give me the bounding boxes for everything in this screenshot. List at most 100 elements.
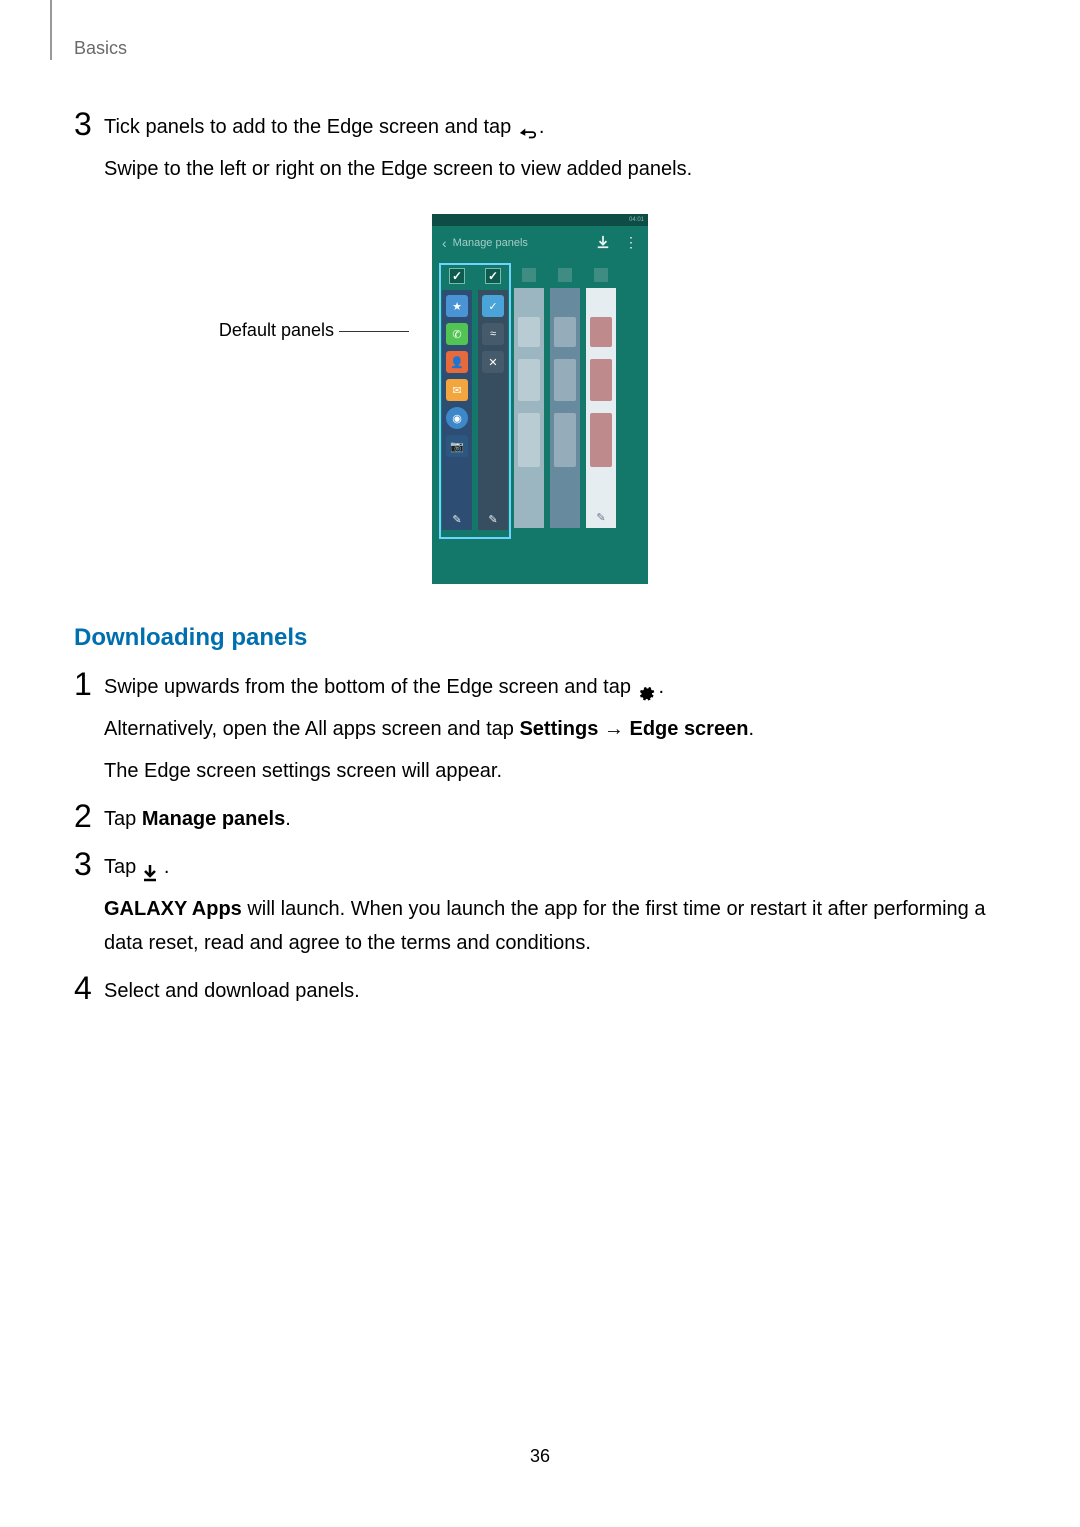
text-fragment: Tap [104, 808, 142, 830]
callout-label: Default panels [204, 320, 334, 341]
step-text: Tap . GALAXY Apps will launch. When you l… [104, 850, 1006, 960]
panel-column [550, 268, 580, 576]
step-row: 2Tap Manage panels. [74, 802, 1006, 836]
panel-content-block [518, 317, 540, 347]
download-icon [142, 859, 164, 877]
panel-app-icon: ✕ [482, 351, 504, 373]
panel-app-icon: ✉ [446, 379, 468, 401]
chevron-left-icon: ‹ [442, 235, 447, 251]
panel-strip [514, 288, 544, 528]
panel-column: ✓ ★ ✆ 👤 ✉ ◉ 📷 ✎ [442, 268, 472, 576]
text-fragment: Tap [104, 856, 142, 878]
callout-line [339, 331, 409, 332]
back-icon [517, 119, 539, 137]
page-number: 36 [530, 1446, 550, 1467]
text-fragment: Edge screen [629, 718, 748, 740]
step-text: Tap Manage panels. [104, 802, 1006, 836]
phone-header-left: ‹ Manage panels [442, 235, 528, 251]
step-text: Swipe upwards from the bottom of the Edg… [104, 670, 1006, 788]
panel-content-block [554, 317, 576, 347]
text-fragment: Manage panels [142, 808, 285, 830]
step-line: GALAXY Apps will launch. When you launch… [104, 892, 1006, 960]
panel-content-block [554, 359, 576, 401]
text-fragment: Select and download panels. [104, 980, 360, 1002]
panel-content-block [518, 359, 540, 401]
step-number: 4 [74, 972, 104, 1004]
panel-app-icon: 📷 [446, 435, 468, 457]
step-3-tick-panels: 3 Tick panels to add to the Edge screen … [74, 110, 1006, 186]
panel-app-icon: ◉ [446, 407, 468, 429]
panel-column: ✎ [586, 268, 616, 576]
panel-app-icon: ★ [446, 295, 468, 317]
panel-strip: ✓ ≈ ✕ ✎ [478, 290, 508, 530]
step-number: 3 [74, 848, 104, 880]
phone-screenshot: 04:01 ‹ Manage panels ⋮ ✓ ★ ✆ 👤 ✉ ◉ 📷 ✎ ✓ ✓ ≈ ✕ ✎ ✎ [432, 214, 648, 584]
text-fragment: . [539, 116, 545, 138]
step-number: 3 [74, 108, 104, 140]
statusbar-time: 04:01 [629, 217, 644, 223]
checkbox-checked-icon: ✓ [485, 268, 501, 284]
text-fragment: Tick panels to add to the Edge screen an… [104, 116, 517, 138]
step-line: Tap . [104, 850, 1006, 884]
step-text: Select and download panels. [104, 974, 1006, 1008]
download-icon [596, 235, 610, 252]
checkbox-checked-icon: ✓ [449, 268, 465, 284]
panel-strip [550, 288, 580, 528]
step-row: 3Tap . GALAXY Apps will launch. When you … [74, 850, 1006, 960]
step-row: 1Swipe upwards from the bottom of the Ed… [74, 670, 1006, 788]
panel-column: ✓ ✓ ≈ ✕ ✎ [478, 268, 508, 576]
page-border-decor [50, 0, 52, 60]
text-fragment: Swipe upwards from the bottom of the Edg… [104, 676, 637, 698]
page-header: Basics [74, 38, 127, 59]
section-downloading-steps: 1Swipe upwards from the bottom of the Ed… [74, 670, 1006, 1008]
text-fragment: . [285, 808, 291, 830]
text-fragment: . [748, 718, 754, 740]
panel-column [514, 268, 544, 576]
step-number: 2 [74, 800, 104, 832]
panel-content-block [590, 413, 612, 467]
step-row: 4Select and download panels. [74, 974, 1006, 1008]
text-fragment: → [598, 718, 629, 740]
text-fragment: GALAXY Apps [104, 898, 242, 920]
section-heading-downloading: Downloading panels [74, 624, 1006, 652]
step-line: Tap Manage panels. [104, 802, 1006, 836]
step-number: 1 [74, 668, 104, 700]
step-line: Swipe upwards from the bottom of the Edg… [104, 670, 1006, 704]
text-fragment: Settings [519, 718, 598, 740]
step-text: Tick panels to add to the Edge screen an… [104, 110, 1006, 186]
phone-header: ‹ Manage panels ⋮ [432, 226, 648, 260]
phone-header-right: ⋮ [596, 235, 638, 252]
panel-app-icon: ≈ [482, 323, 504, 345]
panel-content-block [554, 413, 576, 467]
step-line: Alternatively, open the All apps screen … [104, 712, 1006, 746]
panel-app-icon: ✓ [482, 295, 504, 317]
panel-app-icon: ✆ [446, 323, 468, 345]
step-line: Tick panels to add to the Edge screen an… [104, 110, 1006, 144]
panel-content-block [518, 413, 540, 467]
step-line: Swipe to the left or right on the Edge s… [104, 152, 1006, 186]
gear-icon [637, 679, 659, 697]
panel-content-block [590, 359, 612, 401]
text-fragment: . [164, 856, 170, 878]
panel-app-icon: 👤 [446, 351, 468, 373]
pen-icon: ✎ [488, 513, 497, 526]
more-icon: ⋮ [624, 240, 638, 246]
text-fragment: . [659, 676, 665, 698]
checkbox-empty-icon [594, 268, 608, 282]
checkbox-empty-icon [522, 268, 536, 282]
pen-icon: ✎ [596, 511, 605, 524]
panel-strip: ★ ✆ 👤 ✉ ◉ 📷 ✎ [442, 290, 472, 530]
phone-body: ✓ ★ ✆ 👤 ✉ ◉ 📷 ✎ ✓ ✓ ≈ ✕ ✎ ✎ [432, 260, 648, 584]
checkbox-empty-icon [558, 268, 572, 282]
pen-icon: ✎ [452, 513, 461, 526]
phone-statusbar: 04:01 [432, 214, 648, 226]
panel-content-block [590, 317, 612, 347]
text-fragment: Alternatively, open the All apps screen … [104, 718, 519, 740]
phone-header-title: Manage panels [453, 237, 528, 249]
panel-strip: ✎ [586, 288, 616, 528]
text-fragment: The Edge screen settings screen will app… [104, 760, 502, 782]
main-content: 3 Tick panels to add to the Edge screen … [74, 100, 1006, 1008]
step-line: The Edge screen settings screen will app… [104, 754, 1006, 788]
figure-manage-panels: Default panels 04:01 ‹ Manage panels ⋮ [74, 214, 1006, 584]
step-line: Select and download panels. [104, 974, 1006, 1008]
